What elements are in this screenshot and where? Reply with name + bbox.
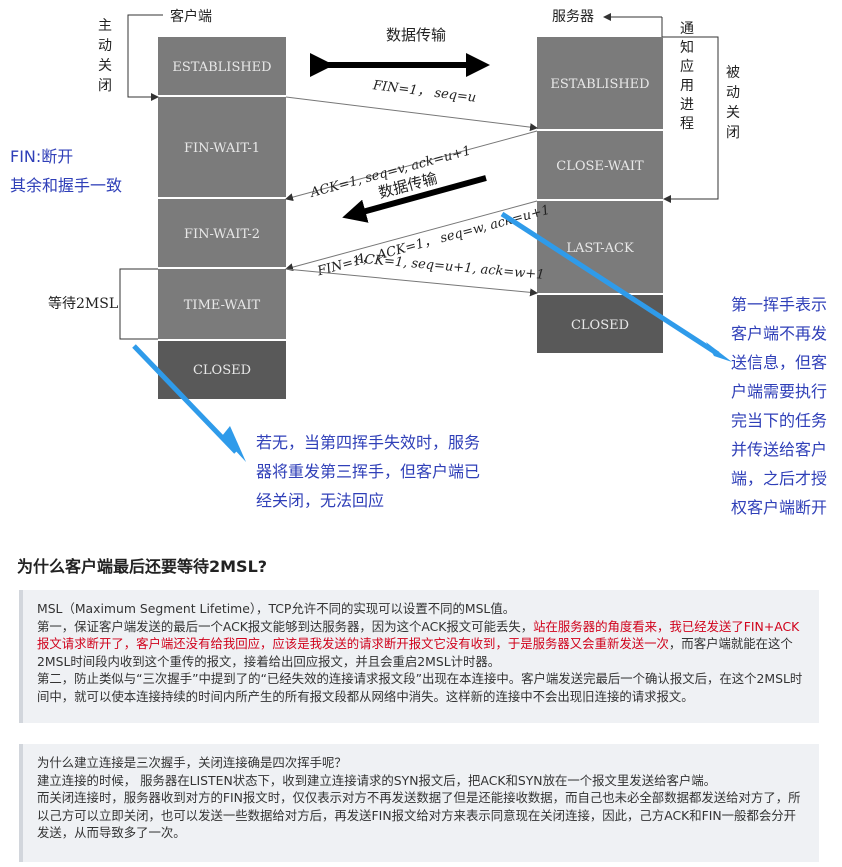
- server-state-label: LAST-ACK: [566, 241, 634, 256]
- wait-2msl-bracket: [119, 268, 158, 340]
- annotation-arrow-right-head: [706, 342, 732, 362]
- client-state-label: FIN-WAIT-1: [184, 141, 260, 156]
- active-close-bracket: [127, 14, 163, 101]
- client-state-label: ESTABLISHED: [172, 60, 271, 75]
- msg-fin-label: FIN=1， seq=u: [371, 78, 477, 106]
- right-annotation-note: 第一挥手表示 客户端不再发 送信息，但客 户端需要执行 完当下的任务 并传送给客…: [731, 295, 828, 517]
- client-state-label: CLOSED: [193, 363, 251, 378]
- svg-text:通: 通: [680, 21, 694, 37]
- svg-text:动: 动: [726, 85, 740, 101]
- svg-text:动: 动: [98, 38, 112, 54]
- msg-final-ack-arrow: [285, 268, 538, 297]
- client-state-time-wait: [158, 269, 286, 339]
- annotation-arrow-bottom: [132, 344, 238, 454]
- client-state-column: ESTABLISHED FIN-WAIT-1 FIN-WAIT-2 TIME-W…: [158, 37, 286, 399]
- handshake-establish: 建立连接的时候， 服务器在LISTEN状态下，收到建立连接请求的SYN报文后，把…: [37, 772, 717, 788]
- bottom-annotation-note: 若无，当第四挥手失效时，服务 器将重发第三挥手，但客户端已 经关闭，无法回应: [256, 433, 481, 510]
- svg-text:闭: 闭: [726, 125, 740, 141]
- server-state-label: CLOSED: [571, 318, 629, 333]
- svg-text:知: 知: [680, 39, 694, 56]
- svg-text:被: 被: [726, 65, 740, 81]
- data-transfer-top-label: 数据传输: [386, 26, 446, 44]
- msg-fin-ack-arrow: [285, 200, 538, 272]
- notify-app-label: 通 知 应 用 进 程: [680, 21, 694, 132]
- server-label: 服务器: [552, 9, 594, 25]
- svg-text:关: 关: [98, 58, 112, 74]
- client-state-fin-wait-1: [158, 97, 286, 197]
- client-label: 客户端: [170, 8, 212, 25]
- server-state-label: CLOSE-WAIT: [556, 159, 644, 174]
- reason-one: 第一，保证客户端发送的最后一个ACK报文能够到达服务器，因为这个ACK报文可能丢…: [37, 618, 800, 669]
- reason-two: 第二，防止类似与“三次握手”中提到了的“已经失效的连接请求报文段”出现在本连接中…: [37, 671, 803, 704]
- handshake-close: 而关闭连接时，服务器收到对方的FIN报文时，仅仅表示对方不再发送数据了但是还能接…: [37, 790, 801, 840]
- svg-text:程: 程: [680, 116, 694, 132]
- active-close-label: 主 动 关 闭: [98, 18, 112, 94]
- wait-2msl-label: 等待2MSL: [48, 295, 118, 312]
- client-state-established: [158, 37, 286, 95]
- svg-text:应: 应: [680, 58, 694, 75]
- svg-text:关: 关: [726, 105, 740, 121]
- svg-text:进: 进: [680, 97, 694, 113]
- client-state-fin-wait-2: [158, 199, 286, 267]
- handshake-question: 为什么建立连接是三次握手，关闭连接确是四次挥手呢？: [37, 755, 347, 770]
- svg-text:用: 用: [680, 78, 694, 94]
- annotation-arrow-bottom-head: [222, 426, 246, 462]
- msg-ack-arrow: [285, 130, 538, 202]
- quote-block-handshake: 为什么建立连接是三次握手，关闭连接确是四次挥手呢？ 建立连接的时候， 服务器在L…: [19, 744, 819, 862]
- msl-definition: MSL（Maximum Segment Lifetime），TCP允许不同的实现…: [37, 601, 516, 616]
- server-state-established: [537, 37, 663, 129]
- server-state-label: ESTABLISHED: [550, 77, 649, 92]
- client-state-label: FIN-WAIT-2: [184, 227, 260, 242]
- svg-text:主: 主: [98, 18, 112, 34]
- client-state-label: TIME-WAIT: [184, 298, 261, 313]
- server-state-close-wait: [537, 131, 663, 199]
- section-title: 为什么客户端最后还要等待2MSL?: [17, 557, 268, 576]
- tcp-four-way-handshake-diagram: 客户端 主 动 关 闭 ESTABLISHED FIN-WAIT-1 FIN-W…: [48, 8, 740, 462]
- client-state-closed: [158, 341, 286, 399]
- quote-block-2msl: MSL（Maximum Segment Lifetime），TCP允许不同的实现…: [19, 590, 819, 723]
- server-state-column: ESTABLISHED CLOSE-WAIT LAST-ACK CLOSED: [537, 37, 663, 353]
- data-transfer-mid-arrow: [342, 175, 487, 223]
- fin-note: FIN:断开 其余和握手一致: [10, 147, 123, 195]
- annotation-arrow-right: [500, 211, 720, 357]
- passive-close-label: 被 动 关 闭: [726, 65, 740, 141]
- passive-close-bracket: [662, 36, 719, 203]
- msg-fin-arrow: [285, 96, 538, 132]
- svg-text:闭: 闭: [98, 78, 112, 94]
